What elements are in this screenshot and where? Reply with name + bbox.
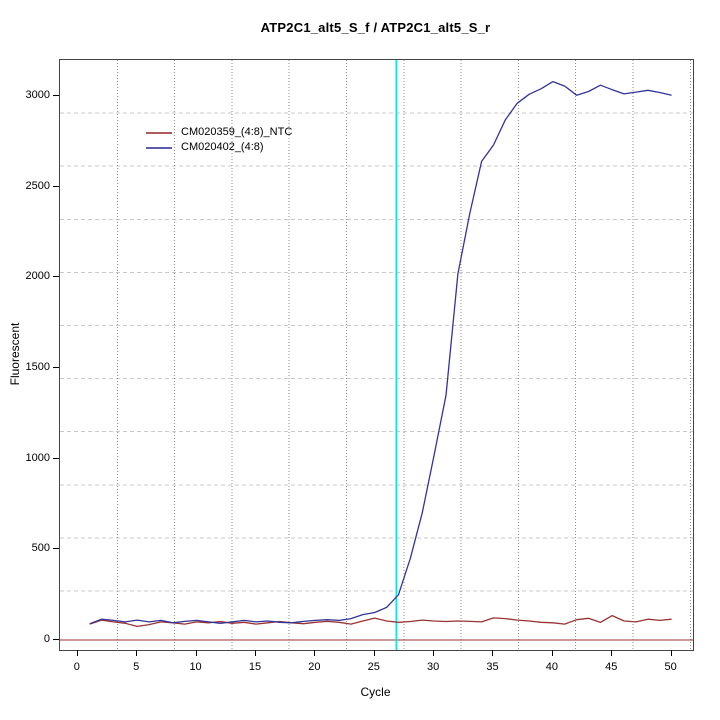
y-tick-mark: [53, 548, 59, 550]
plot-area: CM020359_(4:8)_NTC CM020402_(4:8): [59, 59, 694, 651]
y-tick-label: 500: [31, 542, 50, 555]
y-tick-label: 0: [43, 633, 50, 646]
legend-label: CM020402_(4:8): [181, 141, 264, 153]
x-tick-mark: [314, 650, 316, 656]
x-tick-mark: [492, 650, 494, 656]
x-tick-mark: [254, 650, 256, 656]
x-tick-label: 40: [545, 661, 558, 673]
y-tick-label: 1000: [25, 451, 50, 464]
x-tick-mark: [433, 650, 435, 656]
x-tick-label: 10: [189, 661, 202, 673]
x-tick-mark: [551, 650, 553, 656]
y-tick-label: 3000: [25, 89, 50, 102]
x-tick-label: 25: [367, 661, 380, 673]
legend-line-swatch: [146, 146, 172, 149]
legend-line-swatch: [146, 131, 172, 134]
x-tick-label: 0: [73, 661, 80, 673]
series-line-1: [89, 80, 672, 625]
x-tick-label: 35: [486, 661, 499, 673]
legend-entry-0: CM020359_(4:8)_NTC: [146, 125, 292, 140]
x-tick-label: 50: [664, 661, 677, 673]
series-line-0: [89, 614, 672, 628]
y-tick-mark: [53, 457, 59, 459]
x-tick-mark: [670, 650, 672, 656]
x-tick-label: 45: [605, 661, 618, 673]
x-tick-mark: [76, 650, 78, 656]
x-tick-mark: [611, 650, 613, 656]
y-tick-mark: [53, 185, 59, 187]
plot-canvas: [60, 60, 693, 650]
x-tick-label: 5: [133, 661, 140, 673]
x-tick-mark: [136, 650, 138, 656]
y-tick-mark: [53, 276, 59, 278]
x-axis-title: Cycle: [360, 685, 391, 699]
y-tick-label: 2000: [25, 270, 50, 283]
chart-title: ATP2C1_alt5_S_f / ATP2C1_alt5_S_r: [260, 20, 491, 35]
x-tick-label: 20: [308, 661, 321, 673]
legend-entry-1: CM020402_(4:8): [146, 140, 292, 155]
x-tick-label: 30: [426, 661, 440, 673]
y-tick-mark: [53, 367, 59, 369]
y-tick-mark: [53, 639, 59, 641]
y-tick-mark: [53, 95, 59, 97]
y-tick-label: 2500: [25, 179, 50, 192]
y-tick-label: 1500: [25, 361, 50, 374]
x-tick-mark: [373, 650, 375, 656]
x-tick-label: 15: [248, 661, 262, 673]
y-axis-title: Fluorescent: [8, 322, 22, 386]
legend-label: CM020359_(4:8)_NTC: [181, 126, 293, 138]
x-tick-mark: [195, 650, 197, 656]
legend: CM020359_(4:8)_NTC CM020402_(4:8): [146, 125, 292, 155]
